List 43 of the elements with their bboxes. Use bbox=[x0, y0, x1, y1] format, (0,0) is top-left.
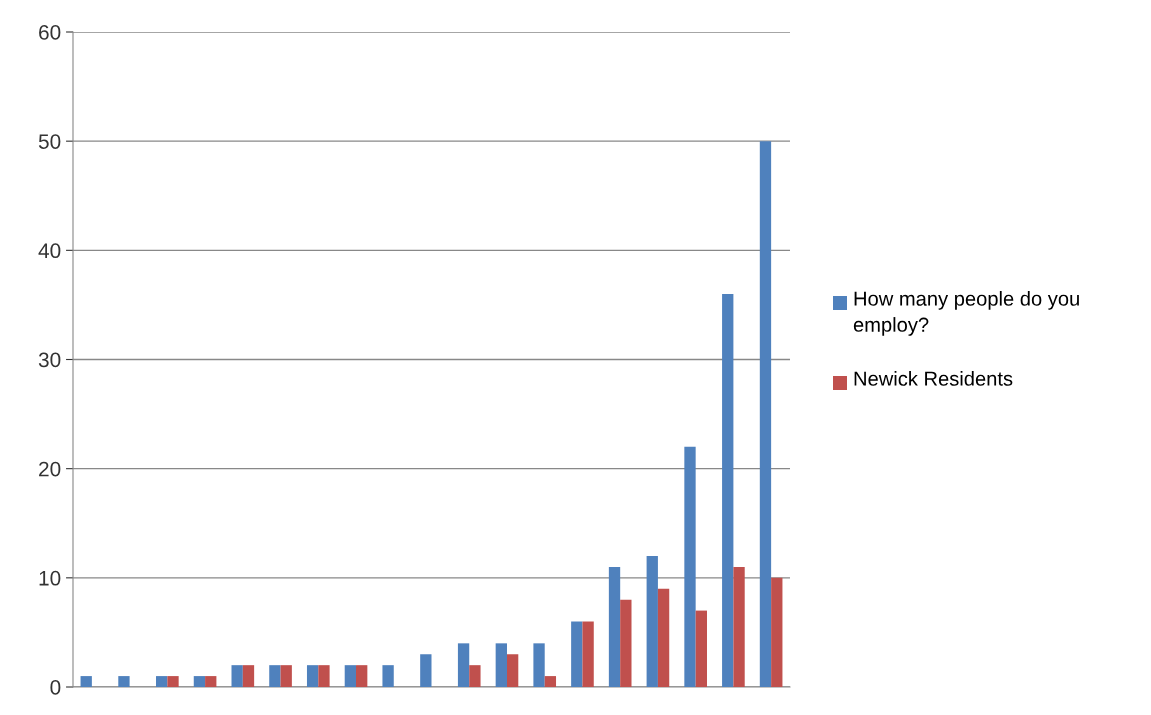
bar bbox=[280, 665, 292, 687]
bar bbox=[118, 676, 130, 687]
bar bbox=[231, 665, 243, 687]
bar bbox=[205, 676, 217, 687]
y-tick-label: 10 bbox=[39, 570, 61, 586]
bar bbox=[318, 665, 330, 687]
bar bbox=[582, 621, 594, 687]
bar bbox=[544, 676, 557, 687]
bar bbox=[657, 588, 670, 687]
bar bbox=[533, 643, 545, 687]
legend-label: Newick Residents bbox=[854, 371, 1013, 386]
bar bbox=[495, 643, 507, 687]
bar bbox=[608, 566, 621, 687]
bar bbox=[457, 643, 470, 687]
bar bbox=[771, 577, 783, 687]
bar bbox=[382, 665, 394, 687]
y-tick-label: 50 bbox=[38, 134, 61, 149]
bar bbox=[156, 676, 168, 687]
y-tick-label: 20 bbox=[39, 461, 61, 477]
bar bbox=[469, 665, 481, 687]
bar bbox=[420, 654, 432, 687]
bar bbox=[620, 599, 632, 687]
y-tick-label: 0 bbox=[50, 680, 61, 695]
y-tick-label: 30 bbox=[38, 352, 61, 368]
y-tick-label: 40 bbox=[38, 243, 61, 259]
bar bbox=[167, 676, 179, 687]
bar bbox=[80, 676, 92, 687]
bar bbox=[356, 665, 368, 687]
bar bbox=[571, 621, 583, 687]
bar bbox=[684, 446, 696, 687]
bar bbox=[733, 566, 745, 687]
bar bbox=[344, 665, 357, 687]
bar bbox=[759, 141, 772, 687]
bar bbox=[506, 654, 519, 687]
bar bbox=[193, 676, 206, 687]
bar bbox=[306, 665, 319, 687]
y-tick-label: 60 bbox=[39, 25, 61, 40]
legend-label: How many people do you employ? bbox=[853, 291, 1079, 336]
bar bbox=[242, 665, 255, 687]
bar bbox=[269, 665, 281, 687]
bar bbox=[646, 556, 658, 687]
bar bbox=[695, 610, 707, 687]
bar bbox=[722, 294, 734, 687]
